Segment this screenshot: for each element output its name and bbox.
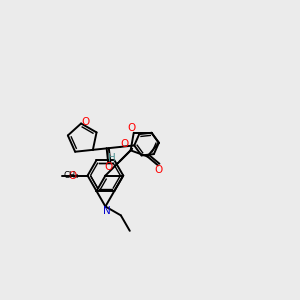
Text: O: O [154,165,162,175]
Text: O: O [104,162,112,172]
Text: O: O [120,139,128,149]
Text: O: O [128,123,136,133]
Text: H: H [108,153,116,163]
Text: O: O [81,116,89,127]
Text: CH₃: CH₃ [64,171,79,180]
Text: N: N [103,206,110,216]
Text: O: O [69,171,77,181]
